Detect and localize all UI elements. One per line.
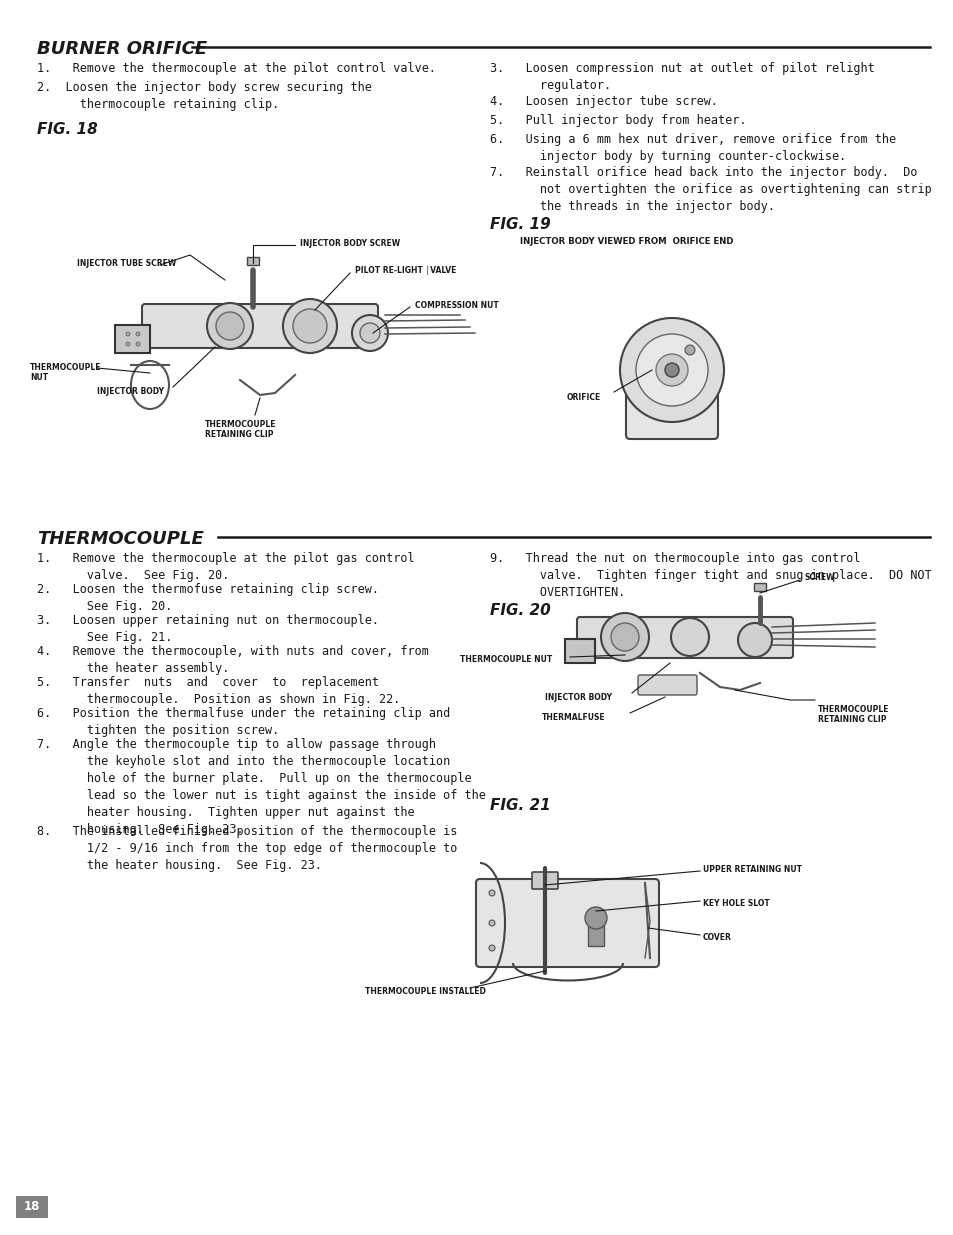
Text: FIG. 19: FIG. 19 bbox=[490, 217, 550, 232]
Text: 6.   Using a 6 mm hex nut driver, remove orifice from the
       injector body b: 6. Using a 6 mm hex nut driver, remove o… bbox=[490, 133, 895, 163]
Bar bbox=[247, 257, 258, 266]
Text: 7.   Reinstall orifice head back into the injector body.  Do
       not overtigh: 7. Reinstall orifice head back into the … bbox=[490, 165, 931, 212]
Text: THERMOCOUPLE INSTALLED: THERMOCOUPLE INSTALLED bbox=[365, 988, 485, 997]
Circle shape bbox=[283, 299, 336, 353]
Text: 8.   The installed finished position of the thermocouple is
       1/2 - 9/16 in: 8. The installed finished position of th… bbox=[37, 825, 456, 872]
Text: 3.   Loosen upper retaining nut on thermocouple.
       See Fig. 21.: 3. Loosen upper retaining nut on thermoc… bbox=[37, 614, 378, 643]
Text: 2.  Loosen the injector body screw securing the
      thermocouple retaining cli: 2. Loosen the injector body screw securi… bbox=[37, 82, 372, 111]
Text: INJECTOR BODY SCREW: INJECTOR BODY SCREW bbox=[299, 238, 399, 247]
Circle shape bbox=[489, 920, 495, 926]
Circle shape bbox=[126, 342, 130, 346]
Text: THERMALFUSE: THERMALFUSE bbox=[541, 713, 605, 721]
Text: INJECTOR TUBE SCREW: INJECTOR TUBE SCREW bbox=[77, 258, 176, 268]
Bar bbox=[753, 583, 765, 592]
Text: 7.   Angle the thermocouple tip to allow passage through
       the keyhole slot: 7. Angle the thermocouple tip to allow p… bbox=[37, 739, 485, 836]
FancyBboxPatch shape bbox=[638, 676, 697, 695]
Bar bbox=[16, 1195, 48, 1218]
Circle shape bbox=[619, 317, 723, 422]
Text: 9.   Thread the nut on thermocouple into gas control
       valve.  Tighten fing: 9. Thread the nut on thermocouple into g… bbox=[490, 552, 931, 599]
FancyBboxPatch shape bbox=[625, 351, 718, 438]
Text: THERMOCOUPLE
NUT: THERMOCOUPLE NUT bbox=[30, 363, 101, 383]
FancyBboxPatch shape bbox=[577, 618, 792, 658]
Circle shape bbox=[600, 613, 648, 661]
Circle shape bbox=[215, 312, 244, 340]
Text: COMPRESSION NUT: COMPRESSION NUT bbox=[415, 300, 498, 310]
Circle shape bbox=[359, 324, 379, 343]
Circle shape bbox=[738, 622, 771, 657]
Circle shape bbox=[610, 622, 639, 651]
Text: 4.   Remove the thermocouple, with nuts and cover, from
       the heater assemb: 4. Remove the thermocouple, with nuts an… bbox=[37, 645, 429, 676]
Bar bbox=[115, 325, 150, 353]
Text: COVER: COVER bbox=[702, 932, 731, 941]
Text: 6.   Position the thermalfuse under the retaining clip and
       tighten the po: 6. Position the thermalfuse under the re… bbox=[37, 706, 450, 737]
Text: INJECTOR BODY: INJECTOR BODY bbox=[544, 694, 612, 703]
Text: INJECTOR BODY VIEWED FROM  ORIFICE END: INJECTOR BODY VIEWED FROM ORIFICE END bbox=[519, 237, 733, 246]
Circle shape bbox=[684, 345, 695, 354]
Circle shape bbox=[136, 342, 140, 346]
Circle shape bbox=[670, 618, 708, 656]
Circle shape bbox=[293, 309, 327, 343]
Circle shape bbox=[489, 890, 495, 897]
Text: THERMOCOUPLE NUT: THERMOCOUPLE NUT bbox=[459, 655, 552, 663]
Circle shape bbox=[136, 332, 140, 336]
Text: 5.   Transfer  nuts  and  cover  to  replacement
       thermocouple.  Position : 5. Transfer nuts and cover to replacemen… bbox=[37, 676, 400, 706]
Circle shape bbox=[126, 332, 130, 336]
Text: PILOT RE-LIGHT │VALVE: PILOT RE-LIGHT │VALVE bbox=[355, 266, 456, 274]
Text: ORIFICE: ORIFICE bbox=[566, 393, 600, 401]
Circle shape bbox=[207, 303, 253, 350]
Circle shape bbox=[656, 354, 687, 387]
Text: 4.   Loosen injector tube screw.: 4. Loosen injector tube screw. bbox=[490, 95, 718, 107]
Text: THERMOCOUPLE
RETAINING CLIP: THERMOCOUPLE RETAINING CLIP bbox=[205, 420, 276, 440]
Text: SCREW: SCREW bbox=[804, 573, 835, 583]
FancyBboxPatch shape bbox=[476, 879, 659, 967]
Text: BURNER ORIFICE: BURNER ORIFICE bbox=[37, 40, 207, 58]
FancyBboxPatch shape bbox=[532, 872, 558, 889]
Text: FIG. 21: FIG. 21 bbox=[490, 798, 550, 813]
Text: THERMOCOUPLE
RETAINING CLIP: THERMOCOUPLE RETAINING CLIP bbox=[817, 705, 888, 725]
Circle shape bbox=[584, 906, 606, 929]
FancyBboxPatch shape bbox=[142, 304, 377, 348]
Text: 2.   Loosen the thermofuse retaining clip screw.
       See Fig. 20.: 2. Loosen the thermofuse retaining clip … bbox=[37, 583, 378, 613]
Bar bbox=[587, 921, 603, 946]
Text: THERMOCOUPLE: THERMOCOUPLE bbox=[37, 530, 204, 548]
Text: 5.   Pull injector body from heater.: 5. Pull injector body from heater. bbox=[490, 114, 745, 127]
Circle shape bbox=[352, 315, 388, 351]
Circle shape bbox=[489, 945, 495, 951]
Text: FIG. 20: FIG. 20 bbox=[490, 603, 550, 618]
Text: 3.   Loosen compression nut at outlet of pilot relight
       regulator.: 3. Loosen compression nut at outlet of p… bbox=[490, 62, 874, 91]
Bar bbox=[564, 638, 595, 663]
Text: 1.   Remove the thermocouple at the pilot gas control
       valve.  See Fig. 20: 1. Remove the thermocouple at the pilot … bbox=[37, 552, 415, 582]
Text: KEY HOLE SLOT: KEY HOLE SLOT bbox=[702, 899, 769, 908]
Text: 1.   Remove the thermocouple at the pilot control valve.: 1. Remove the thermocouple at the pilot … bbox=[37, 62, 436, 75]
Text: INJECTOR BODY: INJECTOR BODY bbox=[97, 388, 164, 396]
Text: 18: 18 bbox=[24, 1199, 40, 1213]
Text: UPPER RETAINING NUT: UPPER RETAINING NUT bbox=[702, 864, 801, 873]
Circle shape bbox=[636, 333, 707, 406]
Circle shape bbox=[664, 363, 679, 377]
Text: FIG. 18: FIG. 18 bbox=[37, 122, 97, 137]
